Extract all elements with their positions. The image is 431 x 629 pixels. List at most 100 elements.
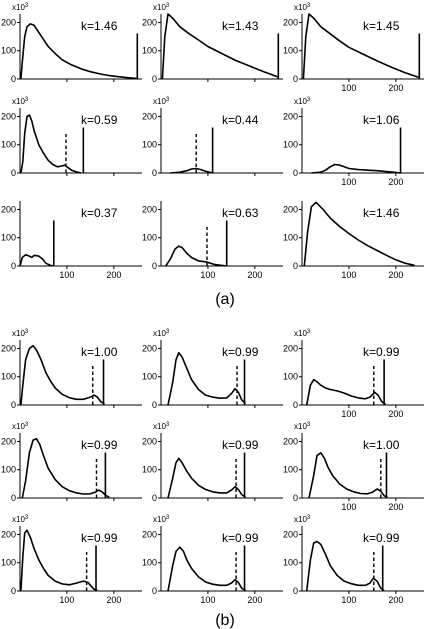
x-tick-label: 200 <box>388 83 403 93</box>
histogram-curve <box>161 13 278 80</box>
y-tick-label: 100 <box>283 233 298 243</box>
histogram-curve <box>302 13 419 80</box>
y-tick-label: 100 <box>142 558 157 568</box>
y-tick-label: 0 <box>11 586 16 596</box>
y-tick-label: 0 <box>11 400 16 410</box>
y-tick-label: 100 <box>283 46 298 56</box>
y-scale-label: x103 <box>153 329 170 338</box>
k-value-label: k=0.99 <box>363 531 400 545</box>
k-value-label: k=0.44 <box>222 113 259 127</box>
k-value-label: k=1.46 <box>363 206 400 220</box>
y-tick-label: 200 <box>142 17 157 27</box>
k-value-label: k=1.43 <box>222 19 259 33</box>
y-tick-label: 100 <box>142 140 157 150</box>
y-tick-label: 0 <box>152 493 157 503</box>
k-value-label: k=0.37 <box>81 206 118 220</box>
y-scale-label: x103 <box>153 97 170 106</box>
x-tick-label: 200 <box>388 595 403 605</box>
histogram-curve <box>167 546 246 592</box>
histogram-curve <box>167 351 247 406</box>
y-tick-label: 200 <box>283 436 298 446</box>
histogram-panel: 0 100 200 x103 k=1.43 <box>142 3 283 84</box>
y-tick-label: 100 <box>142 46 157 56</box>
y-tick-label: 200 <box>283 343 298 353</box>
histogram-panel: 0 100 200 100 200 k=0.63 <box>142 201 283 280</box>
k-value-label: k=0.99 <box>81 438 118 452</box>
y-tick-label: 100 <box>283 558 298 568</box>
y-tick-label: 200 <box>283 111 298 121</box>
y-tick-label: 100 <box>142 233 157 243</box>
x-tick-label: 200 <box>106 595 121 605</box>
y-tick-label: 0 <box>293 261 298 271</box>
histogram-curve <box>305 540 385 592</box>
x-tick-label: 100 <box>200 270 215 280</box>
histogram-panel: 0 100 200 100 200 x103 k=1.45 <box>283 3 424 93</box>
y-tick-label: 0 <box>152 261 157 271</box>
y-scale-label: x103 <box>153 3 170 12</box>
y-tick-label: 100 <box>1 140 16 150</box>
histogram-curve <box>167 457 246 499</box>
x-tick-label: 100 <box>341 83 356 93</box>
histogram-panel: 0 100 200 x103 k=0.44 <box>142 97 283 178</box>
y-scale-label: x103 <box>12 3 29 12</box>
histogram-panel: 0 100 200 100 200 x103 k=0.99 <box>1 515 142 605</box>
y-tick-label: 0 <box>152 586 157 596</box>
y-tick-label: 200 <box>283 17 298 27</box>
y-scale-label: x103 <box>12 422 29 431</box>
histogram-panel: 0 100 200 x103 k=0.99 <box>1 422 142 503</box>
y-tick-label: 0 <box>293 586 298 596</box>
k-value-label: k=0.99 <box>222 531 259 545</box>
y-tick-label: 200 <box>1 343 16 353</box>
histogram-panel: 0 100 200 x103 k=1.00 <box>1 329 142 410</box>
y-scale-label: x103 <box>294 329 311 338</box>
y-tick-label: 200 <box>1 111 16 121</box>
y-tick-label: 100 <box>283 372 298 382</box>
k-value-label: k=1.00 <box>363 438 400 452</box>
y-tick-label: 0 <box>11 261 16 271</box>
histogram-panel: 0 100 200 x103 k=1.46 <box>1 3 142 84</box>
x-tick-label: 200 <box>247 595 262 605</box>
x-tick-label: 200 <box>388 177 403 187</box>
x-tick-label: 100 <box>341 177 356 187</box>
histogram-curve <box>20 23 137 80</box>
y-scale-label: x103 <box>153 515 170 524</box>
y-tick-label: 100 <box>1 233 16 243</box>
y-tick-label: 0 <box>293 74 298 84</box>
y-tick-label: 0 <box>293 400 298 410</box>
y-tick-label: 200 <box>142 529 157 539</box>
y-tick-label: 200 <box>1 204 16 214</box>
k-value-label: k=0.99 <box>81 531 118 545</box>
histogram-curve <box>303 201 415 267</box>
y-tick-label: 200 <box>142 343 157 353</box>
x-tick-label: 100 <box>59 270 74 280</box>
y-tick-label: 100 <box>1 46 16 56</box>
histogram-panel: 0 100 200 x103 k=0.99 <box>142 422 283 503</box>
histogram-curve <box>20 114 82 174</box>
histogram-panel: 0 100 200 100 200 x103 k=0.99 <box>283 515 424 605</box>
y-tick-label: 200 <box>283 529 298 539</box>
y-tick-label: 100 <box>142 465 157 475</box>
group-label-a: (a) <box>215 291 235 308</box>
x-tick-label: 100 <box>341 409 356 419</box>
x-tick-label: 200 <box>247 270 262 280</box>
histogram-panel: 0 100 200 100 200 x103 k=0.99 <box>283 329 424 419</box>
histogram-curve <box>305 378 386 406</box>
x-tick-label: 100 <box>341 502 356 512</box>
x-tick-label: 100 <box>341 595 356 605</box>
y-tick-label: 0 <box>152 400 157 410</box>
histogram-curve <box>308 452 388 499</box>
y-tick-label: 100 <box>283 140 298 150</box>
y-tick-label: 0 <box>11 74 16 84</box>
x-tick-label: 100 <box>341 270 356 280</box>
y-tick-label: 200 <box>1 529 16 539</box>
y-tick-label: 0 <box>152 74 157 84</box>
histogram-panel: 0 100 200 100 200 x103 k=1.06 <box>283 97 424 187</box>
x-tick-label: 200 <box>388 409 403 419</box>
y-tick-label: 200 <box>142 111 157 121</box>
k-value-label: k=1.00 <box>81 345 118 359</box>
y-tick-label: 100 <box>1 372 16 382</box>
y-scale-label: x103 <box>12 515 29 524</box>
histogram-panel: 0 100 200 100 200 x103 k=1.00 <box>283 422 424 512</box>
x-tick-label: 100 <box>59 595 74 605</box>
histogram-curve <box>170 167 214 174</box>
